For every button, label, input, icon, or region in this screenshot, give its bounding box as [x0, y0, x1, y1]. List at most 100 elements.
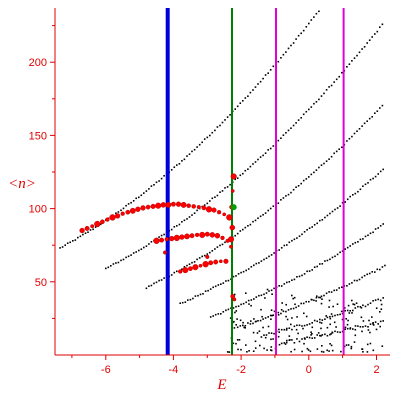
band-0-point — [308, 22, 310, 25]
band-4-point — [303, 273, 306, 275]
green-marker — [230, 204, 237, 211]
band-4-point — [321, 263, 324, 265]
band-3-point — [192, 297, 194, 300]
cloud-point — [263, 347, 265, 350]
band-0-point — [287, 47, 290, 50]
band-2-point — [333, 152, 335, 155]
band-1-point — [348, 63, 351, 65]
band-3-point — [339, 205, 341, 207]
cloud-point — [354, 325, 357, 327]
band-6-point — [306, 324, 308, 326]
cloud-point — [347, 319, 349, 322]
cloud-point — [270, 349, 272, 351]
band-7-point — [311, 337, 313, 339]
band-5-point — [363, 274, 366, 277]
cloud-point — [319, 321, 321, 324]
band-4-point — [283, 283, 286, 285]
cloud-point — [349, 327, 352, 329]
cloud-point — [321, 298, 323, 300]
y-axis-title: <n> — [8, 176, 36, 192]
cloud-point — [302, 327, 304, 330]
highlight-point — [211, 207, 217, 213]
band-3-point — [197, 294, 199, 297]
highlight-point — [145, 204, 151, 210]
band-2-point — [351, 135, 353, 138]
band-6-point — [354, 307, 357, 309]
band-7-point — [374, 321, 377, 323]
cloud-point — [301, 350, 303, 353]
highlight-point — [191, 204, 196, 209]
cloud-point — [340, 310, 343, 313]
band-7-point — [308, 336, 311, 339]
band-0-point — [122, 207, 125, 210]
band-3-point — [265, 257, 268, 259]
band-1-point — [308, 108, 310, 111]
highlight-point — [229, 244, 233, 249]
cloud-point — [226, 351, 229, 353]
cloud-point — [290, 350, 292, 353]
band-4-point — [377, 227, 379, 229]
band-6-point — [283, 328, 286, 331]
band-1-point — [145, 245, 148, 247]
band-2-point — [219, 244, 221, 247]
cloud-point — [271, 314, 273, 317]
band-4-point — [354, 241, 357, 244]
cloud-point — [293, 348, 296, 351]
band-1-point — [338, 75, 340, 78]
band-2-point — [262, 214, 264, 216]
highlight-point — [173, 234, 180, 242]
cloud-point — [233, 320, 235, 323]
band-7-point — [283, 342, 286, 344]
band-2-point — [300, 182, 302, 185]
cloud-point — [340, 350, 342, 353]
band-1-point — [143, 246, 145, 249]
band-3-point — [255, 262, 258, 265]
band-3-point — [225, 280, 227, 282]
band-5-point — [305, 300, 307, 303]
cloud-point — [347, 304, 350, 307]
highlight-point — [201, 205, 207, 211]
band-6-point — [369, 302, 372, 304]
band-3-point — [311, 226, 313, 228]
band-1-point — [320, 95, 323, 97]
highlight-point — [230, 173, 237, 180]
band-1-point — [135, 251, 137, 253]
band-0-point — [285, 51, 287, 53]
cloud-point — [304, 338, 306, 340]
band-1-point — [310, 106, 313, 108]
cloud-point — [331, 349, 334, 352]
band-2-point — [206, 253, 209, 255]
x-tick-label: -6 — [101, 364, 111, 376]
band-1-point — [259, 156, 262, 158]
band-5-point — [295, 306, 297, 309]
cloud-point — [252, 331, 255, 334]
band-2-point — [282, 197, 285, 199]
band-2-point — [269, 207, 272, 210]
band-2-point — [254, 219, 257, 222]
band-2-point — [358, 128, 361, 130]
band-3-point — [184, 301, 187, 303]
band-0-point — [244, 97, 247, 99]
band-1-point — [315, 101, 318, 103]
band-0-point — [72, 240, 74, 242]
cloud-point — [345, 344, 348, 346]
band-0-point — [140, 194, 143, 197]
highlight-point — [105, 217, 110, 222]
cloud-point — [307, 349, 310, 351]
band-0-point — [224, 119, 226, 121]
band-3-point — [291, 239, 293, 242]
highlight-point — [159, 237, 165, 243]
band-1-point — [107, 266, 110, 269]
highlight-point — [114, 213, 121, 219]
band-1-point — [363, 46, 366, 48]
cloud-point — [345, 318, 347, 320]
band-5-point — [356, 279, 358, 282]
y-tick-label: 50 — [35, 277, 47, 289]
cloud-point — [350, 347, 353, 350]
x-tick-label: 0 — [306, 364, 312, 376]
band-7-point — [379, 320, 382, 323]
band-1-point — [272, 145, 275, 147]
band-3-point — [341, 202, 344, 204]
cloud-point — [375, 307, 378, 309]
band-1-point — [381, 23, 384, 26]
